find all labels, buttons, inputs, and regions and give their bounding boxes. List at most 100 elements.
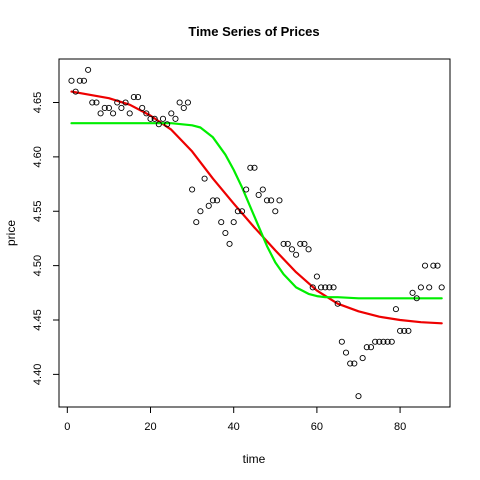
data-point — [122, 99, 129, 106]
data-point — [189, 186, 196, 193]
data-point — [172, 115, 179, 122]
data-point — [384, 338, 391, 345]
data-point — [193, 219, 200, 226]
x-tick-label: 80 — [394, 421, 406, 433]
fitted-lines — [70, 90, 443, 325]
data-point — [297, 240, 304, 247]
data-point — [105, 104, 112, 111]
data-point — [97, 110, 104, 117]
data-point — [372, 338, 379, 345]
y-tick-label: 4.40 — [32, 364, 44, 385]
data-point — [201, 175, 208, 182]
y-axis: 4.40 4.45 4.50 4.55 4.60 4.65 — [32, 92, 59, 385]
data-point — [421, 262, 429, 269]
data-point — [126, 110, 133, 117]
data-point — [305, 246, 312, 253]
data-point — [347, 360, 354, 367]
data-point — [222, 229, 229, 237]
data-point — [284, 240, 291, 247]
data-point — [380, 338, 387, 345]
x-axis-label: time — [243, 452, 266, 466]
data-point — [130, 94, 137, 101]
data-point — [85, 66, 92, 73]
data-point — [226, 240, 233, 247]
x-tick-label: 20 — [144, 421, 156, 433]
data-point — [184, 99, 191, 106]
data-point — [409, 289, 416, 296]
data-point — [72, 88, 79, 95]
data-point — [434, 262, 441, 269]
data-point — [251, 164, 258, 171]
y-axis-label: price — [4, 220, 18, 246]
data-point — [209, 197, 216, 204]
y-tick-label: 4.50 — [32, 255, 44, 276]
data-point — [164, 121, 171, 128]
data-point — [247, 164, 254, 171]
x-tick-label: 0 — [64, 421, 70, 433]
data-point — [309, 284, 316, 291]
data-point — [397, 327, 404, 334]
data-point — [367, 344, 375, 351]
data-point — [293, 251, 300, 258]
data-point — [93, 99, 100, 106]
data-point — [388, 338, 395, 345]
y-tick-label: 4.45 — [32, 309, 44, 330]
data-point — [326, 284, 333, 291]
data-point — [313, 273, 320, 280]
data-point — [263, 197, 271, 204]
data-point — [214, 197, 221, 204]
data-points — [68, 66, 445, 400]
data-point — [230, 219, 237, 226]
data-point — [143, 110, 150, 117]
data-point — [392, 306, 399, 313]
data-point — [101, 104, 108, 111]
data-point — [197, 208, 204, 215]
data-point — [276, 197, 283, 204]
data-point — [80, 77, 88, 84]
x-tick-label: 40 — [228, 421, 240, 433]
data-point — [401, 327, 408, 334]
data-point — [259, 186, 266, 193]
data-point — [168, 110, 175, 117]
data-point — [134, 94, 142, 101]
data-point — [218, 219, 225, 226]
data-point — [426, 284, 433, 291]
y-tick-label: 4.60 — [32, 146, 44, 167]
data-point — [180, 104, 187, 111]
data-point — [355, 393, 362, 400]
data-point — [405, 327, 412, 334]
data-point — [438, 284, 445, 291]
data-point — [114, 99, 121, 106]
data-point — [359, 355, 366, 362]
plot-frame — [58, 58, 451, 408]
data-point — [318, 284, 325, 291]
data-point — [68, 77, 75, 84]
x-tick-label: 60 — [311, 421, 323, 433]
data-point — [280, 240, 287, 247]
data-point — [413, 295, 420, 302]
data-point — [118, 104, 125, 111]
data-point — [176, 99, 183, 106]
data-point — [151, 115, 158, 122]
data-point — [330, 284, 337, 291]
fit-line-2 — [70, 122, 443, 300]
data-point — [288, 246, 295, 253]
data-point — [272, 208, 279, 215]
y-tick-label: 4.55 — [32, 201, 44, 222]
data-point — [322, 284, 329, 291]
data-point — [234, 208, 241, 215]
data-point — [430, 262, 437, 269]
data-point — [155, 121, 162, 128]
data-point — [334, 300, 341, 307]
y-tick-label: 4.65 — [32, 92, 44, 113]
data-point — [338, 338, 345, 345]
data-point — [159, 115, 167, 122]
data-point — [417, 284, 424, 291]
data-point — [363, 344, 370, 351]
chart-title: Time Series of Prices — [188, 24, 319, 39]
data-point — [376, 338, 383, 345]
data-point — [139, 104, 146, 111]
data-point — [351, 360, 358, 367]
